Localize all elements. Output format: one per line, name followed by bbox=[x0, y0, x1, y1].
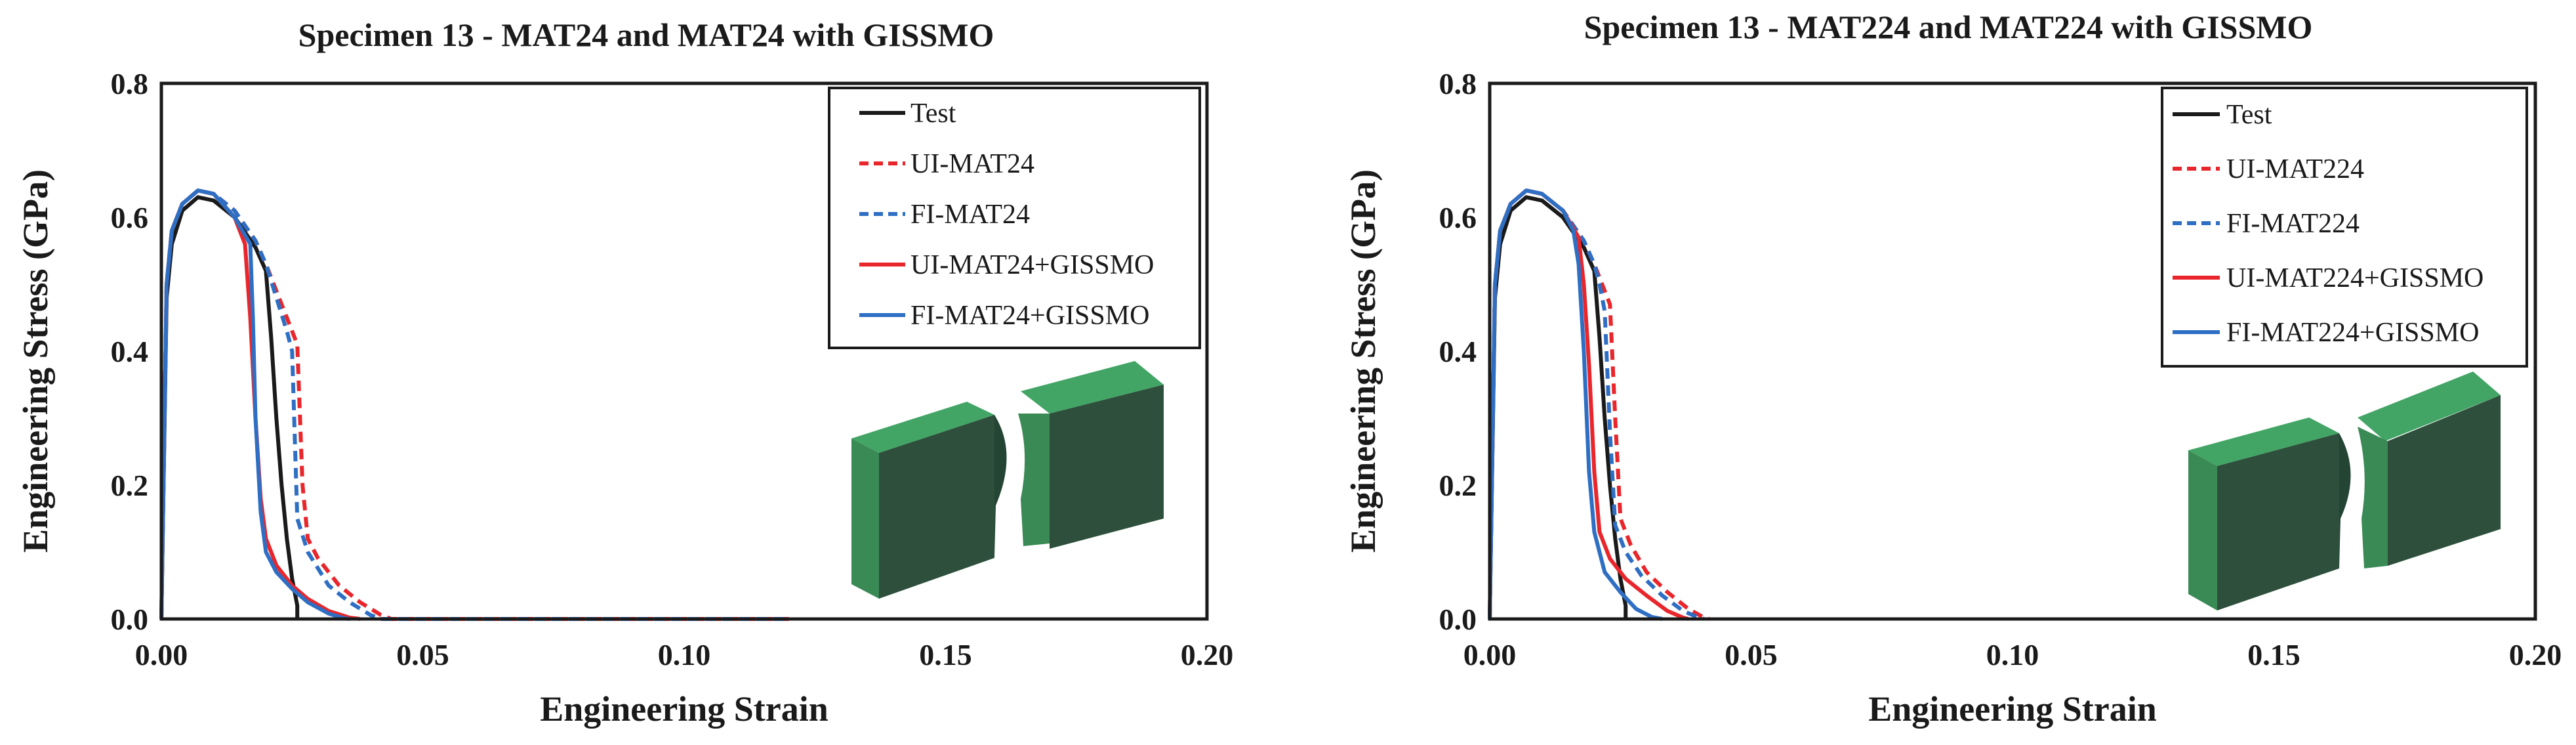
y-tick-label: 0.4 bbox=[111, 335, 149, 368]
x-axis-label: Engineering Strain bbox=[1868, 689, 2157, 729]
y-tick-labels: 0.0 0.2 0.4 0.6 0.8 bbox=[1439, 67, 1477, 636]
plot-frame bbox=[159, 81, 1209, 621]
specimen-block-right-face bbox=[1050, 385, 1164, 549]
specimen-notch-left bbox=[2339, 433, 2351, 568]
x-tick-label: 0.00 bbox=[135, 638, 188, 671]
legend-label: Test bbox=[910, 98, 956, 129]
legend-label: Test bbox=[2226, 100, 2272, 130]
y-tick-labels: 0.0 0.2 0.4 0.6 0.8 bbox=[111, 67, 149, 636]
specimen-notch-left bbox=[994, 415, 1007, 558]
series-line-test bbox=[1488, 195, 1628, 620]
legend-label: FI-MAT24 bbox=[910, 200, 1030, 230]
x-tick-labels: 0.00 0.05 0.10 0.15 0.20 bbox=[135, 638, 1234, 671]
specimen-illustration bbox=[2188, 372, 2501, 610]
y-tick-label: 0.6 bbox=[111, 201, 149, 234]
x-tick-labels: 0.00 0.05 0.10 0.15 0.20 bbox=[1463, 638, 2562, 671]
x-tick-label: 0.05 bbox=[396, 638, 449, 671]
specimen-block-left-top bbox=[2188, 417, 2339, 466]
chart-panel-mat224: Specimen 13 - MAT224 and MAT224 with GIS… bbox=[1343, 9, 2562, 729]
y-tick-label: 0.0 bbox=[111, 603, 149, 636]
chart-title: Specimen 13 - MAT224 and MAT224 with GIS… bbox=[1584, 9, 2313, 45]
series-line-test bbox=[159, 195, 300, 620]
legend-box bbox=[2161, 87, 2528, 368]
y-axis-label: Engineering Stress (GPa) bbox=[1343, 169, 1383, 553]
series-line-fi-mat224-gissmo bbox=[1488, 188, 1663, 621]
y-tick-label: 0.0 bbox=[1439, 603, 1477, 636]
legend: Test UI-MAT24 FI-MAT24 UI-MAT24+GISSMO FI-MA… bbox=[859, 98, 1154, 331]
specimen-block-left-front bbox=[2188, 450, 2217, 610]
y-tick-label: 0.8 bbox=[111, 67, 149, 100]
plot-lines bbox=[1488, 188, 1710, 621]
legend-label: UI-MAT224+GISSMO bbox=[2226, 263, 2484, 293]
specimen-block-left-face bbox=[879, 415, 994, 599]
plot-frame bbox=[1488, 81, 2537, 621]
y-tick-label: 0.4 bbox=[1439, 335, 1477, 368]
series-line-fi-mat24-gissmo bbox=[159, 188, 350, 621]
legend-box bbox=[828, 87, 1201, 349]
specimen-block-left-front bbox=[851, 438, 879, 599]
x-tick-label: 0.00 bbox=[1463, 638, 1517, 671]
specimen-block-right-top bbox=[2358, 372, 2501, 441]
specimen-block-left-top bbox=[851, 402, 994, 453]
x-tick-label: 0.15 bbox=[2247, 638, 2300, 671]
specimen-neck bbox=[2358, 427, 2388, 568]
y-tick-label: 0.2 bbox=[1439, 469, 1477, 502]
specimen-illustration bbox=[851, 361, 1164, 599]
specimen-block-right-top bbox=[1021, 361, 1164, 414]
legend-label: UI-MAT24 bbox=[910, 149, 1034, 179]
specimen-block-right-face bbox=[2388, 395, 2501, 566]
y-axis-label: Engineering Stress (GPa) bbox=[16, 169, 55, 553]
chart-panel-mat24: Specimen 13 - MAT24 and MAT24 with GISSM… bbox=[16, 16, 1233, 729]
legend-label: UI-MAT24+GISSMO bbox=[910, 250, 1154, 280]
x-axis-label: Engineering Strain bbox=[540, 689, 828, 729]
legend-label: FI-MAT224 bbox=[2226, 209, 2360, 239]
x-tick-label: 0.20 bbox=[1181, 638, 1234, 671]
specimen-block-left-face bbox=[2217, 433, 2339, 610]
legend-label: UI-MAT224 bbox=[2226, 154, 2364, 184]
y-tick-label: 0.2 bbox=[111, 469, 149, 502]
y-tick-label: 0.8 bbox=[1439, 67, 1477, 100]
legend: Test UI-MAT224 FI-MAT224 UI-MAT224+GISSMO FI… bbox=[2173, 100, 2484, 348]
x-tick-label: 0.05 bbox=[1725, 638, 1778, 671]
plot-lines bbox=[159, 188, 789, 621]
chart-title: Specimen 13 - MAT24 and MAT24 with GISSM… bbox=[298, 16, 994, 53]
legend-label: FI-MAT224+GISSMO bbox=[2226, 318, 2479, 348]
x-tick-label: 0.10 bbox=[658, 638, 711, 671]
specimen-neck bbox=[1018, 414, 1050, 546]
x-tick-label: 0.10 bbox=[1986, 638, 2039, 671]
y-tick-label: 0.6 bbox=[1439, 201, 1477, 234]
series-line-fi-mat224 bbox=[1488, 188, 1705, 621]
legend-label: FI-MAT24+GISSMO bbox=[910, 301, 1149, 331]
x-tick-label: 0.20 bbox=[2509, 638, 2562, 671]
x-tick-label: 0.15 bbox=[919, 638, 972, 671]
